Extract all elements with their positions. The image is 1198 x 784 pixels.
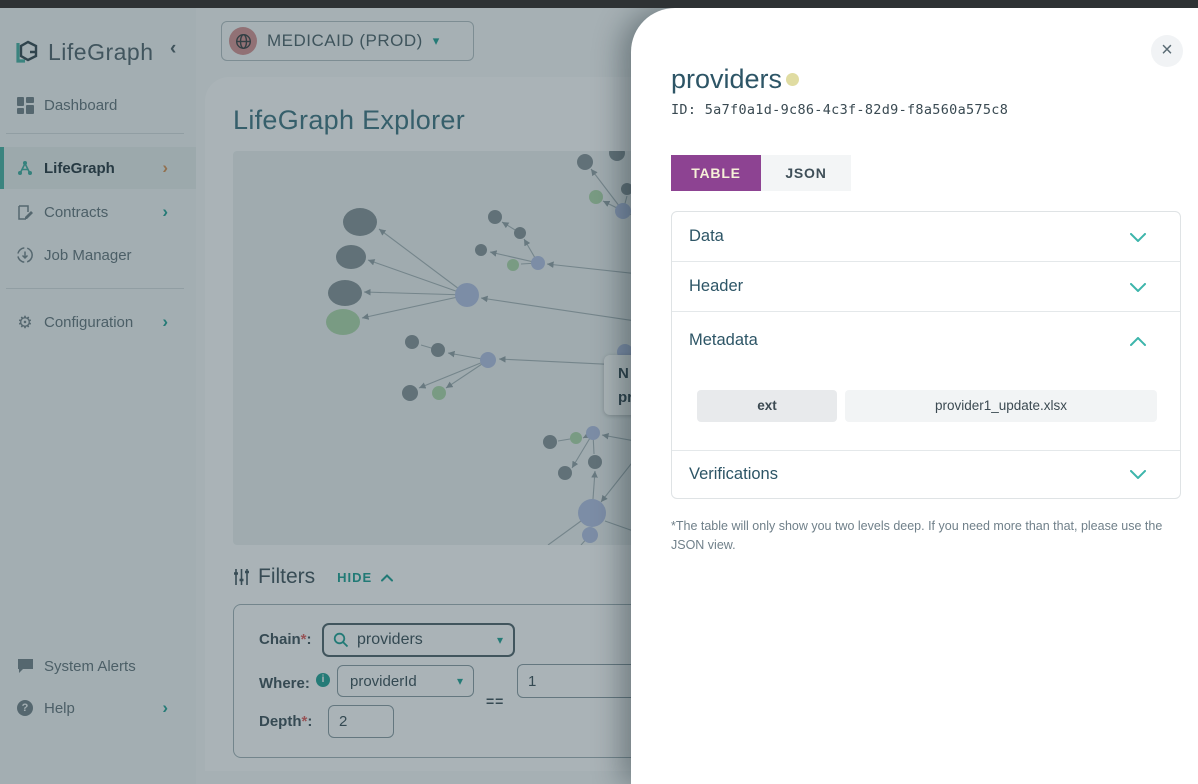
chevron-down-icon bbox=[1130, 283, 1146, 292]
chevron-right-icon: › bbox=[162, 158, 168, 177]
system-alerts-icon bbox=[15, 658, 35, 674]
sidebar-item-label: Help bbox=[44, 699, 75, 717]
chevron-up-icon bbox=[1130, 337, 1146, 346]
lifegraph-logo-icon bbox=[16, 40, 38, 63]
app-logo: LifeGraph ‹ bbox=[12, 32, 188, 72]
metadata-table: ext provider1_update.xlsx bbox=[672, 368, 1180, 451]
detail-accordion: Data Header Metadata ext provider1_upda bbox=[671, 211, 1181, 499]
sidebar-item-label: Job Manager bbox=[44, 246, 132, 264]
where-label: Where: i bbox=[259, 673, 331, 693]
required-asterisk: * bbox=[300, 631, 307, 648]
sidebar-item-lifegraph[interactable]: LifeGraph › bbox=[0, 147, 196, 189]
filters-title: Filters bbox=[258, 565, 316, 588]
chevron-down-icon bbox=[1130, 470, 1146, 479]
globe-icon bbox=[229, 27, 257, 55]
metadata-key-cell: ext bbox=[697, 390, 837, 422]
node-tooltip-line2: pr bbox=[618, 389, 633, 406]
node-id: ID: 5a7f0a1d-9c86-4c3f-82d9-f8a560a575c8 bbox=[671, 102, 1009, 118]
sidebar-item-configuration[interactable]: ⚙ Configuration › bbox=[0, 301, 196, 343]
chevron-right-icon: › bbox=[162, 202, 168, 221]
accordion-section-metadata[interactable]: Metadata bbox=[672, 312, 1180, 368]
sidebar-item-label: Configuration bbox=[44, 313, 134, 331]
contracts-icon bbox=[15, 204, 35, 221]
sidebar-item-job-manager[interactable]: Job Manager bbox=[0, 234, 196, 276]
sidebar-item-system-alerts[interactable]: System Alerts bbox=[0, 645, 196, 687]
sidebar-collapse-icon[interactable]: ‹ bbox=[170, 38, 177, 59]
chain-label: Chain*: bbox=[259, 631, 312, 648]
chevron-right-icon: › bbox=[162, 698, 168, 717]
tab-json[interactable]: JSON bbox=[761, 155, 851, 191]
where-value-input[interactable] bbox=[517, 664, 647, 698]
environment-selector[interactable]: MEDICAID (PROD) ▾ bbox=[221, 21, 474, 61]
sidebar-divider bbox=[6, 288, 184, 289]
gear-icon: ⚙ bbox=[17, 312, 33, 332]
chain-select[interactable]: providers ▾ bbox=[322, 623, 515, 657]
help-icon: ? bbox=[15, 700, 35, 716]
filters-icon bbox=[234, 569, 249, 585]
caret-down-icon: ▾ bbox=[432, 33, 440, 48]
accordion-section-header[interactable]: Header bbox=[672, 262, 1180, 312]
sidebar: LifeGraph ‹ Dashboard bbox=[0, 8, 196, 784]
app-logo-text: LifeGraph bbox=[48, 38, 154, 65]
chevron-up-icon bbox=[380, 573, 393, 581]
depth-input[interactable] bbox=[328, 705, 394, 738]
required-asterisk: * bbox=[301, 713, 308, 730]
accordion-section-data[interactable]: Data bbox=[672, 212, 1180, 262]
node-detail-title: providers bbox=[671, 64, 783, 94]
view-tabs: TABLE JSON bbox=[671, 155, 851, 191]
metadata-value-cell: provider1_update.xlsx bbox=[845, 390, 1157, 422]
accordion-section-verifications[interactable]: Verifications bbox=[672, 451, 1180, 498]
operator-label: == bbox=[486, 693, 505, 709]
table-depth-footnote: *The table will only show you two levels… bbox=[671, 519, 1163, 552]
top-dark-strip bbox=[0, 0, 1198, 8]
info-icon[interactable]: i bbox=[316, 673, 331, 687]
chevron-right-icon: › bbox=[162, 312, 168, 331]
sidebar-divider bbox=[6, 133, 184, 134]
filters-header: Filters HIDE bbox=[233, 565, 393, 589]
node-status-dot bbox=[786, 73, 799, 86]
sidebar-item-help[interactable]: ? Help › bbox=[0, 687, 196, 729]
chain-select-value: providers bbox=[357, 631, 423, 648]
filters-panel: Chain*: providers ▾ Where: i providerId … bbox=[233, 604, 933, 758]
sidebar-item-label: Contracts bbox=[44, 203, 109, 221]
dashboard-icon bbox=[15, 96, 35, 114]
filters-hide-toggle[interactable]: HIDE bbox=[337, 570, 393, 585]
close-icon[interactable]: × bbox=[1151, 35, 1183, 67]
node-tooltip-line1: N bbox=[618, 365, 629, 382]
sidebar-item-dashboard[interactable]: Dashboard bbox=[0, 84, 196, 126]
where-field-value: providerId bbox=[350, 672, 417, 690]
job-manager-icon bbox=[15, 246, 35, 264]
where-field-select[interactable]: providerId ▾ bbox=[337, 665, 474, 697]
node-detail-panel: × providers ID: 5a7f0a1d-9c86-4c3f-82d9-… bbox=[631, 8, 1198, 784]
sidebar-item-label: Dashboard bbox=[44, 96, 118, 114]
lifegraph-nav-icon bbox=[15, 159, 35, 177]
depth-label: Depth*: bbox=[259, 713, 313, 730]
search-icon bbox=[333, 632, 349, 648]
caret-down-icon: ▾ bbox=[496, 633, 503, 647]
tab-table[interactable]: TABLE bbox=[671, 155, 761, 191]
page-title: LifeGraph Explorer bbox=[233, 105, 466, 135]
sidebar-item-label: LifeGraph bbox=[44, 159, 115, 177]
sidebar-item-label: System Alerts bbox=[44, 657, 136, 675]
sidebar-item-contracts[interactable]: Contracts › bbox=[0, 191, 196, 233]
environment-label: MEDICAID (PROD) bbox=[267, 31, 423, 50]
chevron-down-icon bbox=[1130, 233, 1146, 242]
caret-down-icon: ▾ bbox=[456, 674, 463, 688]
